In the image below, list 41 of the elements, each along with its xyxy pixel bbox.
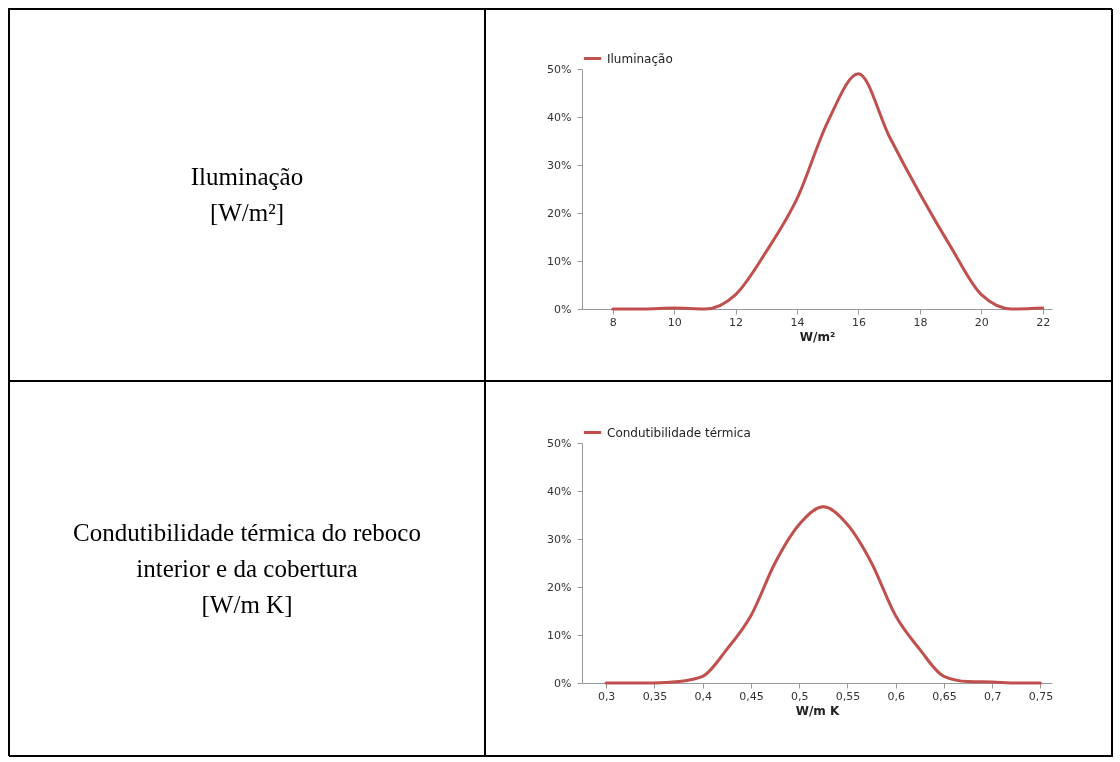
x-tick-label: 0,55 (835, 689, 860, 703)
x-tick-label: 0,75 (1028, 689, 1053, 703)
text: [W/m K] (200, 590, 294, 621)
x-axis-title: W/m K (795, 703, 840, 718)
x-tick-label: 0,35 (642, 689, 667, 703)
x-tick-label: 0,3 (597, 689, 615, 703)
line-series (604, 505, 1042, 685)
line-series (611, 72, 1045, 311)
y-tick-label: 40% (546, 484, 571, 498)
x-tick-label: 0,7 (983, 689, 1001, 703)
x-tick-label: 10 (667, 315, 682, 329)
x-tick-label: 0,65 (931, 689, 957, 703)
x-tick-label: 14 (790, 315, 805, 329)
y-tick-label: 0% (554, 302, 572, 316)
y-tick-label: 20% (547, 206, 572, 220)
x-tick-label: 0,4 (693, 689, 712, 703)
text: Iluminação (190, 161, 304, 192)
y-tick-label: 20% (546, 580, 571, 594)
y-tick-label: 30% (546, 532, 571, 546)
y-tick-label: 50% (547, 62, 572, 76)
x-axis-title: W/m² (799, 329, 836, 344)
text: [W/m²] (208, 198, 286, 228)
x-tick-label: 12 (729, 315, 744, 329)
x-tick-label: 20 (974, 315, 989, 329)
x-tick-label: 0,5 (790, 689, 808, 703)
text: Condutibilidade térmica do reboco (73, 517, 421, 548)
x-tick-label: 16 (851, 315, 866, 329)
x-tick-label: 0,6 (886, 689, 905, 703)
legend-label: Condutibilidade térmica (606, 425, 751, 440)
x-tick-label: 0,45 (738, 689, 764, 703)
y-tick-label: 50% (546, 436, 571, 450)
y-tick-label: 10% (546, 628, 571, 642)
x-tick-label: 18 (913, 315, 928, 329)
y-tick-label: 40% (547, 110, 572, 124)
y-tick-label: 0% (553, 676, 571, 690)
x-tick-label: 8 (609, 315, 617, 329)
text: interior e da cobertura (135, 553, 359, 584)
y-tick-label: 30% (547, 158, 572, 172)
legend-label: Iluminação (607, 51, 673, 66)
x-tick-label: 22 (1036, 315, 1051, 329)
y-tick-label: 10% (547, 254, 572, 268)
